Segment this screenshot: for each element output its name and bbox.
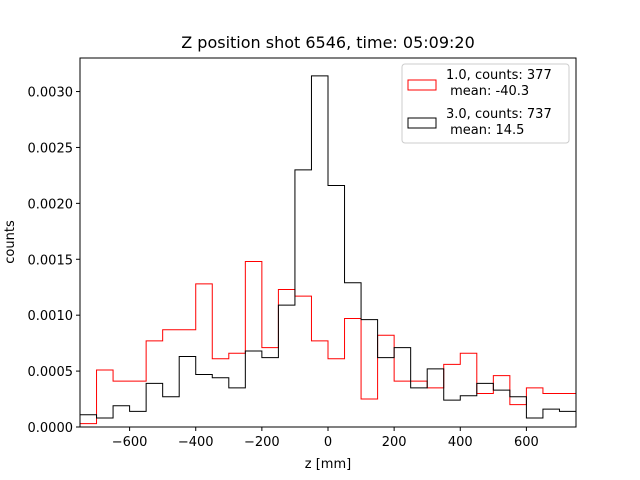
x-tick-label: 600 — [514, 435, 539, 450]
y-tick-label: 0.0005 — [28, 365, 74, 380]
x-tick-label: −400 — [178, 435, 214, 450]
x-tick-label: 200 — [382, 435, 407, 450]
legend-swatch-series-2 — [407, 117, 437, 129]
bin-series-2 — [510, 397, 527, 427]
legend-series-2-line1: 3.0, counts: 737 — [446, 107, 552, 122]
series-layer — [79, 75, 577, 427]
y-tick-label: 0.0020 — [28, 197, 74, 212]
bin-series-2 — [80, 415, 97, 427]
y-tick-label: 0.0025 — [28, 141, 74, 156]
x-tick-label: −600 — [112, 435, 148, 450]
bin-series-2 — [295, 170, 312, 427]
x-tick-label: −200 — [244, 435, 280, 450]
x-tick-label: 400 — [448, 435, 473, 450]
bin-series-2 — [196, 374, 213, 427]
legend-series-1-line2: mean: -40.3 — [446, 84, 529, 99]
bin-series-2 — [179, 357, 196, 427]
x-axis-label: z [mm] — [305, 457, 351, 472]
bin-series-2 — [163, 397, 180, 427]
y-tick-label: 0.0010 — [28, 309, 74, 324]
bin-series-2 — [146, 383, 163, 427]
bin-series-2 — [113, 406, 130, 427]
bin-series-2 — [526, 418, 543, 427]
x-tick-label: 0 — [324, 435, 332, 450]
bin-series-2 — [378, 358, 395, 427]
bin-series-2 — [328, 185, 345, 427]
bin-series-2 — [97, 418, 114, 427]
bin-series-2 — [229, 388, 246, 427]
bin-series-2 — [311, 76, 328, 427]
legend-label-series-2: 3.0, counts: 737 mean: 14.5 — [446, 107, 556, 138]
bin-series-2 — [262, 358, 279, 427]
y-tick-label: 0.0015 — [28, 253, 74, 268]
bin-series-2 — [361, 320, 378, 427]
histogram-step-series-2 — [79, 75, 577, 427]
bin-series-2 — [543, 409, 560, 427]
bin-series-2 — [411, 388, 428, 427]
bin-series-2 — [493, 390, 510, 427]
y-axis-label: counts — [3, 220, 18, 264]
bin-series-2 — [245, 351, 262, 427]
bin-series-2 — [477, 383, 494, 427]
y-tick-label: 0.0030 — [28, 86, 74, 101]
legend-box — [401, 63, 570, 144]
legend-swatch-series-1 — [407, 79, 437, 91]
axis-ticks: −600 −400 −200 0 200 400 600 0.0000 0.0005 0.0010… — [28, 86, 539, 450]
legend-series-1-line1: 1.0, counts: 377 — [446, 68, 552, 83]
bin-series-2 — [444, 400, 461, 427]
bin-series-2 — [427, 369, 444, 427]
bin-series-2 — [394, 348, 411, 427]
legend-series-2-line2: mean: 14.5 — [446, 123, 524, 138]
y-tick-label: 0.0000 — [28, 421, 74, 436]
bin-series-2 — [130, 411, 147, 427]
bin-series-2 — [278, 305, 295, 427]
legend-label-series-1: 1.0, counts: 377 mean: -40.3 — [446, 68, 556, 99]
chart-title: Z position shot 6546, time: 05:09:20 — [181, 33, 475, 52]
bin-series-2 — [345, 283, 362, 427]
plot-frame — [79, 57, 577, 428]
bin-series-2 — [460, 396, 477, 427]
bin-series-2 — [212, 378, 229, 427]
legend: 1.0, counts: 377 mean: -40.3 3.0, counts… — [401, 63, 570, 144]
bin-series-2 — [559, 411, 576, 427]
